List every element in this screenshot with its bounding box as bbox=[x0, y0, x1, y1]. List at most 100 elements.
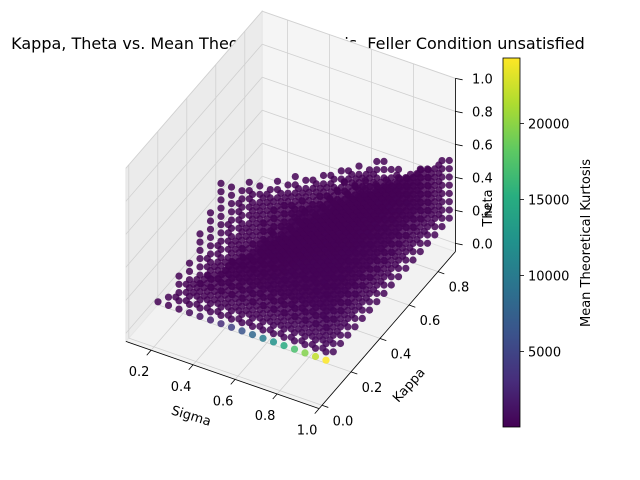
data-point bbox=[373, 289, 381, 298]
data-point bbox=[273, 177, 282, 185]
data-point bbox=[394, 165, 403, 173]
data-point bbox=[365, 306, 374, 314]
data-point bbox=[387, 165, 395, 174]
z-axis-title: Theta bbox=[481, 189, 496, 227]
x-tick-mark bbox=[188, 364, 194, 371]
z-tick-mark bbox=[455, 209, 463, 213]
data-point bbox=[380, 166, 388, 174]
y-tick-label: 0.0 bbox=[333, 414, 354, 429]
x-axis-title: Sigma bbox=[169, 404, 212, 430]
z-gridline bbox=[125, 76, 456, 235]
y-gridline bbox=[128, 164, 323, 406]
data-point bbox=[290, 337, 299, 345]
data-point bbox=[269, 338, 278, 346]
x-tick-label: 0.2 bbox=[129, 365, 150, 380]
x-tick-mark bbox=[314, 408, 320, 414]
z-tick-mark bbox=[455, 77, 463, 81]
y-tick-mark bbox=[350, 371, 358, 375]
data-point bbox=[238, 319, 246, 327]
data-point bbox=[445, 173, 453, 181]
y-tick-mark bbox=[321, 404, 329, 408]
data-point bbox=[387, 281, 395, 289]
data-point bbox=[185, 259, 194, 267]
z-tick-mark bbox=[455, 176, 463, 180]
data-point bbox=[185, 267, 194, 275]
data-point bbox=[206, 242, 215, 250]
y-tick-label: 0.2 bbox=[362, 381, 383, 396]
data-point bbox=[227, 183, 236, 191]
data-point bbox=[329, 340, 337, 348]
data-point bbox=[290, 345, 299, 353]
data-point bbox=[227, 323, 236, 331]
data-point bbox=[365, 298, 374, 306]
data-point bbox=[196, 312, 204, 320]
data-point bbox=[217, 320, 225, 328]
data-point bbox=[322, 356, 330, 364]
data-point bbox=[217, 212, 225, 220]
data-point bbox=[445, 181, 453, 189]
x-tick-label: 0.8 bbox=[255, 409, 276, 424]
data-point bbox=[217, 204, 225, 212]
data-point bbox=[336, 331, 345, 339]
z-tick-label: 0.2 bbox=[472, 204, 493, 219]
axis-ticks: 0.2 0.4 0.6 0.8 1.0 0.0 0.2 0.4 0.6 0.8 0.0 0.2 0.4 0… bbox=[129, 72, 493, 438]
z-tick-mark bbox=[455, 110, 463, 114]
data-point bbox=[337, 167, 345, 175]
colorbar-tick-label: 10000 bbox=[528, 269, 569, 284]
data-point bbox=[227, 315, 236, 323]
data-point bbox=[206, 217, 215, 225]
data-point bbox=[185, 309, 194, 317]
x-tick-mark bbox=[272, 393, 278, 400]
y-tick-mark bbox=[437, 271, 445, 275]
data-point bbox=[409, 248, 417, 256]
data-point bbox=[175, 272, 183, 280]
data-point bbox=[196, 263, 204, 271]
data-point bbox=[259, 326, 267, 334]
z-tick-label: 0.8 bbox=[472, 105, 493, 120]
data-point bbox=[196, 238, 204, 246]
data-point bbox=[351, 314, 359, 323]
z-tick-mark bbox=[455, 242, 463, 246]
data-point bbox=[227, 200, 236, 208]
data-point bbox=[322, 348, 330, 356]
data-point bbox=[206, 233, 215, 242]
data-point bbox=[394, 264, 403, 272]
data-point bbox=[217, 188, 225, 196]
z-tick-mark bbox=[455, 143, 463, 147]
data-point bbox=[196, 304, 204, 312]
data-point bbox=[380, 289, 388, 297]
data-point bbox=[302, 176, 310, 184]
data-point bbox=[358, 306, 366, 314]
data-point bbox=[217, 229, 225, 237]
data-point bbox=[402, 264, 410, 272]
data-point bbox=[380, 157, 388, 165]
data-point bbox=[238, 187, 246, 195]
data-point bbox=[206, 308, 215, 316]
data-point bbox=[311, 344, 320, 352]
data-point bbox=[445, 198, 453, 206]
data-point bbox=[196, 246, 204, 254]
data-point bbox=[387, 273, 395, 281]
colorbar-label: Mean Theoretical Kurtosis bbox=[579, 159, 594, 327]
data-point bbox=[154, 298, 162, 306]
data-point bbox=[248, 331, 257, 339]
data-point bbox=[311, 352, 320, 361]
data-point bbox=[301, 341, 309, 349]
x-tick-label: 1.0 bbox=[297, 424, 318, 439]
data-point bbox=[196, 230, 204, 238]
data-point bbox=[245, 178, 253, 186]
data-point bbox=[431, 223, 439, 231]
data-point bbox=[409, 256, 417, 264]
axis-lines bbox=[125, 78, 456, 409]
x-tick-mark bbox=[146, 349, 152, 356]
data-point bbox=[344, 323, 352, 331]
y-tick-label: 0.6 bbox=[420, 314, 441, 329]
data-point bbox=[206, 209, 215, 217]
data-point bbox=[227, 208, 236, 216]
data-point bbox=[416, 239, 424, 247]
data-point bbox=[248, 322, 257, 330]
data-point bbox=[175, 280, 183, 288]
data-point bbox=[217, 221, 225, 229]
data-point bbox=[196, 255, 204, 263]
data-point bbox=[402, 256, 410, 264]
